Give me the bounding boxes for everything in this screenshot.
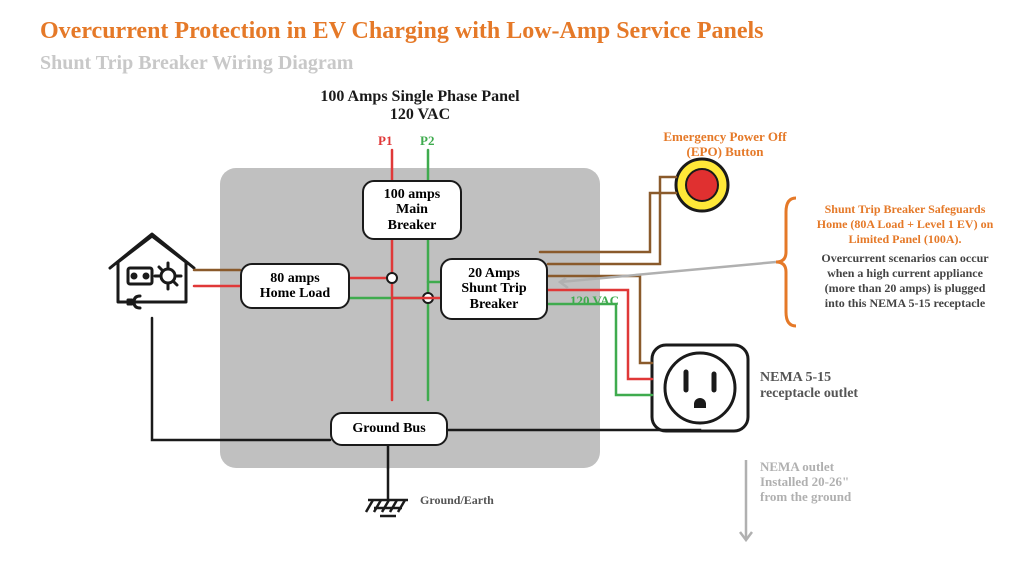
home-load-box: 80 amps Home Load — [240, 263, 350, 309]
home-load-line2: Home Load — [252, 286, 338, 301]
epo-label-line2: (EPO) Button — [640, 145, 810, 160]
main-breaker-line3: Breaker — [374, 218, 450, 233]
phase-p1-label: P1 — [378, 134, 392, 149]
outlet-label-line1: NEMA 5-15 — [760, 370, 900, 386]
ground-earth-label: Ground/Earth — [420, 494, 494, 508]
callout-text: Shunt Trip Breaker Safeguards Home (80A … — [800, 202, 1010, 311]
callout-body-2: when a high current appliance — [800, 266, 1010, 281]
callout-title-2: Home (80A Load + Level 1 EV) on — [800, 217, 1010, 232]
callout-title-3: Limited Panel (100A). — [800, 232, 1010, 247]
page-title: Overcurrent Protection in EV Charging wi… — [40, 18, 764, 45]
page-subtitle: Shunt Trip Breaker Wiring Diagram — [40, 52, 353, 75]
callout-body-4: into this NEMA 5-15 receptacle — [800, 296, 1010, 311]
outlet-note: NEMA outlet Installed 20-26" from the gr… — [760, 460, 920, 505]
callout-title: Shunt Trip Breaker Safeguards Home (80A … — [800, 202, 1010, 247]
shunt-trip-line2: Shunt Trip — [452, 281, 536, 296]
epo-label: Emergency Power Off (EPO) Button — [640, 130, 810, 160]
home-load-line1: 80 amps — [252, 271, 338, 286]
ground-symbol-icon — [366, 468, 408, 516]
main-breaker-box: 100 amps Main Breaker — [362, 180, 462, 240]
epo-button-icon — [676, 159, 728, 211]
callout-body-1: Overcurrent scenarios can occur — [800, 251, 1010, 266]
outlet-note-line3: from the ground — [760, 490, 920, 505]
phase-p2-label: P2 — [420, 134, 434, 149]
outlet-note-line2: Installed 20-26" — [760, 475, 920, 490]
callout-title-1: Shunt Trip Breaker Safeguards — [800, 202, 1010, 217]
callout-body-3: (more than 20 amps) is plugged — [800, 281, 1010, 296]
panel-header-line2: 120 VAC — [280, 106, 560, 124]
outlet-label-line2: receptacle outlet — [760, 386, 900, 402]
callout-body: Overcurrent scenarios can occur when a h… — [800, 251, 1010, 311]
callout-brace-icon — [776, 198, 796, 326]
main-breaker-line2: Main — [374, 202, 450, 217]
ground-bus-box: Ground Bus — [330, 412, 448, 446]
outlet-label: NEMA 5-15 receptacle outlet — [760, 370, 900, 402]
main-breaker-line1: 100 amps — [374, 187, 450, 202]
outlet-icon — [652, 345, 748, 431]
shunt-trip-line3: Breaker — [452, 297, 536, 312]
outlet-note-line1: NEMA outlet — [760, 460, 920, 475]
panel-header: 100 Amps Single Phase Panel 120 VAC — [280, 88, 560, 125]
house-icon — [110, 234, 194, 308]
outlet-voltage-label: 120 VAC — [570, 294, 619, 309]
shunt-trip-box: 20 Amps Shunt Trip Breaker — [440, 258, 548, 320]
epo-label-line1: Emergency Power Off — [640, 130, 810, 145]
panel-header-line1: 100 Amps Single Phase Panel — [280, 88, 560, 106]
ground-bus-text: Ground Bus — [342, 421, 436, 436]
shunt-trip-line1: 20 Amps — [452, 266, 536, 281]
